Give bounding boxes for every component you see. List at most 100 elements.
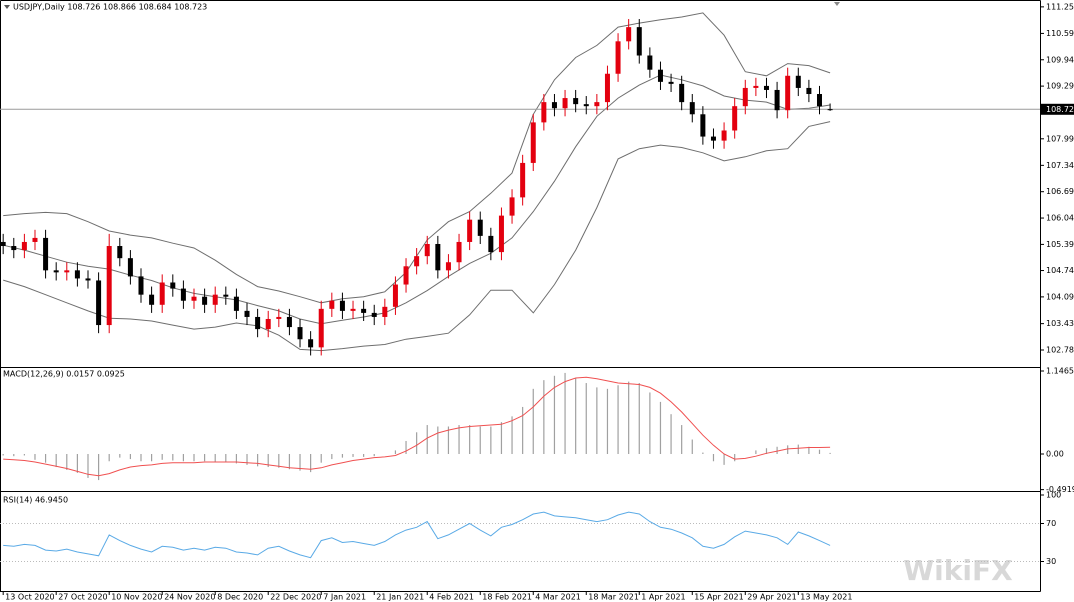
candle-body <box>265 318 271 330</box>
candle-body <box>170 282 176 289</box>
candle-body <box>180 288 186 301</box>
macd-signal-line <box>3 376 831 477</box>
x-tick-label: 4 Mar 2021 <box>535 593 581 602</box>
panel-title: MACD(12,26,9) 0.0157 0.0925 <box>3 370 125 379</box>
candle-body <box>371 312 377 317</box>
candle-body <box>668 81 674 84</box>
y-tick-label: 106.690 <box>1046 187 1074 196</box>
watermark: WikiFX <box>903 554 1013 587</box>
candle-body <box>43 237 49 271</box>
candle-body <box>318 308 324 348</box>
candle-body <box>604 73 610 103</box>
candle-body <box>202 296 208 305</box>
x-tick-label: 1 Apr 2021 <box>641 593 685 602</box>
candle-body <box>657 69 663 82</box>
x-tick-label: 4 Feb 2021 <box>429 593 474 602</box>
candle-body <box>403 266 409 285</box>
candle-body <box>32 237 38 242</box>
y-tick-label: 104.745 <box>1046 266 1074 275</box>
candle-body <box>11 246 17 251</box>
candle-body <box>127 258 133 277</box>
candle-body <box>445 262 451 271</box>
candle-body <box>297 327 303 340</box>
candle-body <box>477 219 483 236</box>
y-tick-label: 1.1465 <box>1046 366 1074 375</box>
y-tick-label: 107.340 <box>1046 161 1074 170</box>
x-tick-label: 13 May 2021 <box>800 593 852 602</box>
candle-body <box>551 102 557 109</box>
candle-body <box>816 94 822 107</box>
x-tick-label: 18 Mar 2021 <box>588 593 639 602</box>
x-tick-label: 10 Nov 2020 <box>111 593 162 602</box>
candle-body <box>467 219 473 242</box>
candle-body <box>530 122 536 163</box>
bollinger-lower <box>3 121 831 352</box>
candle-body <box>392 284 398 307</box>
candle-body <box>21 241 27 251</box>
x-tick-label: 13 Oct 2020 <box>5 593 54 602</box>
symbol-icon <box>4 5 10 9</box>
x-tick-label: 22 Dec 2020 <box>270 593 321 602</box>
candle-body <box>255 316 261 330</box>
y-tick-label: 70 <box>1046 519 1056 528</box>
candle-body <box>774 89 780 111</box>
y-tick-label: 106.040 <box>1046 214 1074 223</box>
candle-body <box>85 278 91 281</box>
y-tick-label: 100 <box>1046 491 1061 500</box>
candle-body <box>679 83 685 103</box>
candle-body <box>339 300 345 311</box>
candle-body <box>329 300 335 309</box>
candle-body <box>647 55 653 70</box>
candle-body <box>382 306 388 317</box>
rsi-line <box>3 511 831 559</box>
candle-body <box>456 241 462 263</box>
x-tick-label: 29 Apr 2021 <box>747 593 796 602</box>
candle-body <box>488 235 494 253</box>
candle-body <box>106 246 112 326</box>
y-tick-label: 104.095 <box>1046 292 1074 301</box>
candle-body <box>159 282 165 305</box>
y-tick-label: 0.00 <box>1046 450 1064 459</box>
candle-body <box>732 106 738 131</box>
candle-body <box>414 256 420 267</box>
candle-body <box>573 98 579 105</box>
candle-body <box>520 162 526 198</box>
candle-body <box>0 241 6 247</box>
x-tick-label: 15 Apr 2021 <box>694 593 743 602</box>
candle-body <box>233 296 239 311</box>
candle-body <box>498 215 504 253</box>
x-tick-label: 7 Jan 2021 <box>323 593 366 602</box>
y-tick-label: 105.390 <box>1046 240 1074 249</box>
last-price-box <box>1041 103 1074 115</box>
candle-body <box>74 270 80 279</box>
candle-body <box>689 102 695 115</box>
candle-body <box>721 130 727 141</box>
candle-body <box>96 280 102 326</box>
candle-body <box>700 114 706 137</box>
x-tick-label: 21 Jan 2021 <box>376 593 424 602</box>
y-tick-label: 107.995 <box>1046 134 1074 143</box>
y-tick-label: 103.435 <box>1046 319 1074 328</box>
candle-body <box>191 296 197 301</box>
candle-body <box>361 308 367 313</box>
candle-body <box>636 27 642 56</box>
y-tick-label: 109.295 <box>1046 82 1074 91</box>
candle-body <box>117 246 123 259</box>
candle-body <box>244 310 250 317</box>
y-tick-label: 109.945 <box>1046 55 1074 64</box>
candle-body <box>710 136 716 141</box>
candle-body <box>64 270 70 273</box>
candle-body <box>509 197 515 216</box>
candle-body <box>594 102 600 107</box>
x-tick-label: 8 Dec 2020 <box>217 593 263 602</box>
x-tick-label: 24 Nov 2020 <box>164 593 215 602</box>
y-tick-label: 110.595 <box>1046 29 1074 38</box>
candle-body <box>785 75 791 111</box>
panel-title: USDJPY,Daily 108.726 108.866 108.684 108… <box>13 3 207 12</box>
last-price-label: 108.723 <box>1046 105 1074 114</box>
candle-body <box>223 294 229 297</box>
panel-title: RSI(14) 46.9450 <box>3 496 68 505</box>
candle-body <box>583 104 589 107</box>
candle-body <box>541 102 547 123</box>
